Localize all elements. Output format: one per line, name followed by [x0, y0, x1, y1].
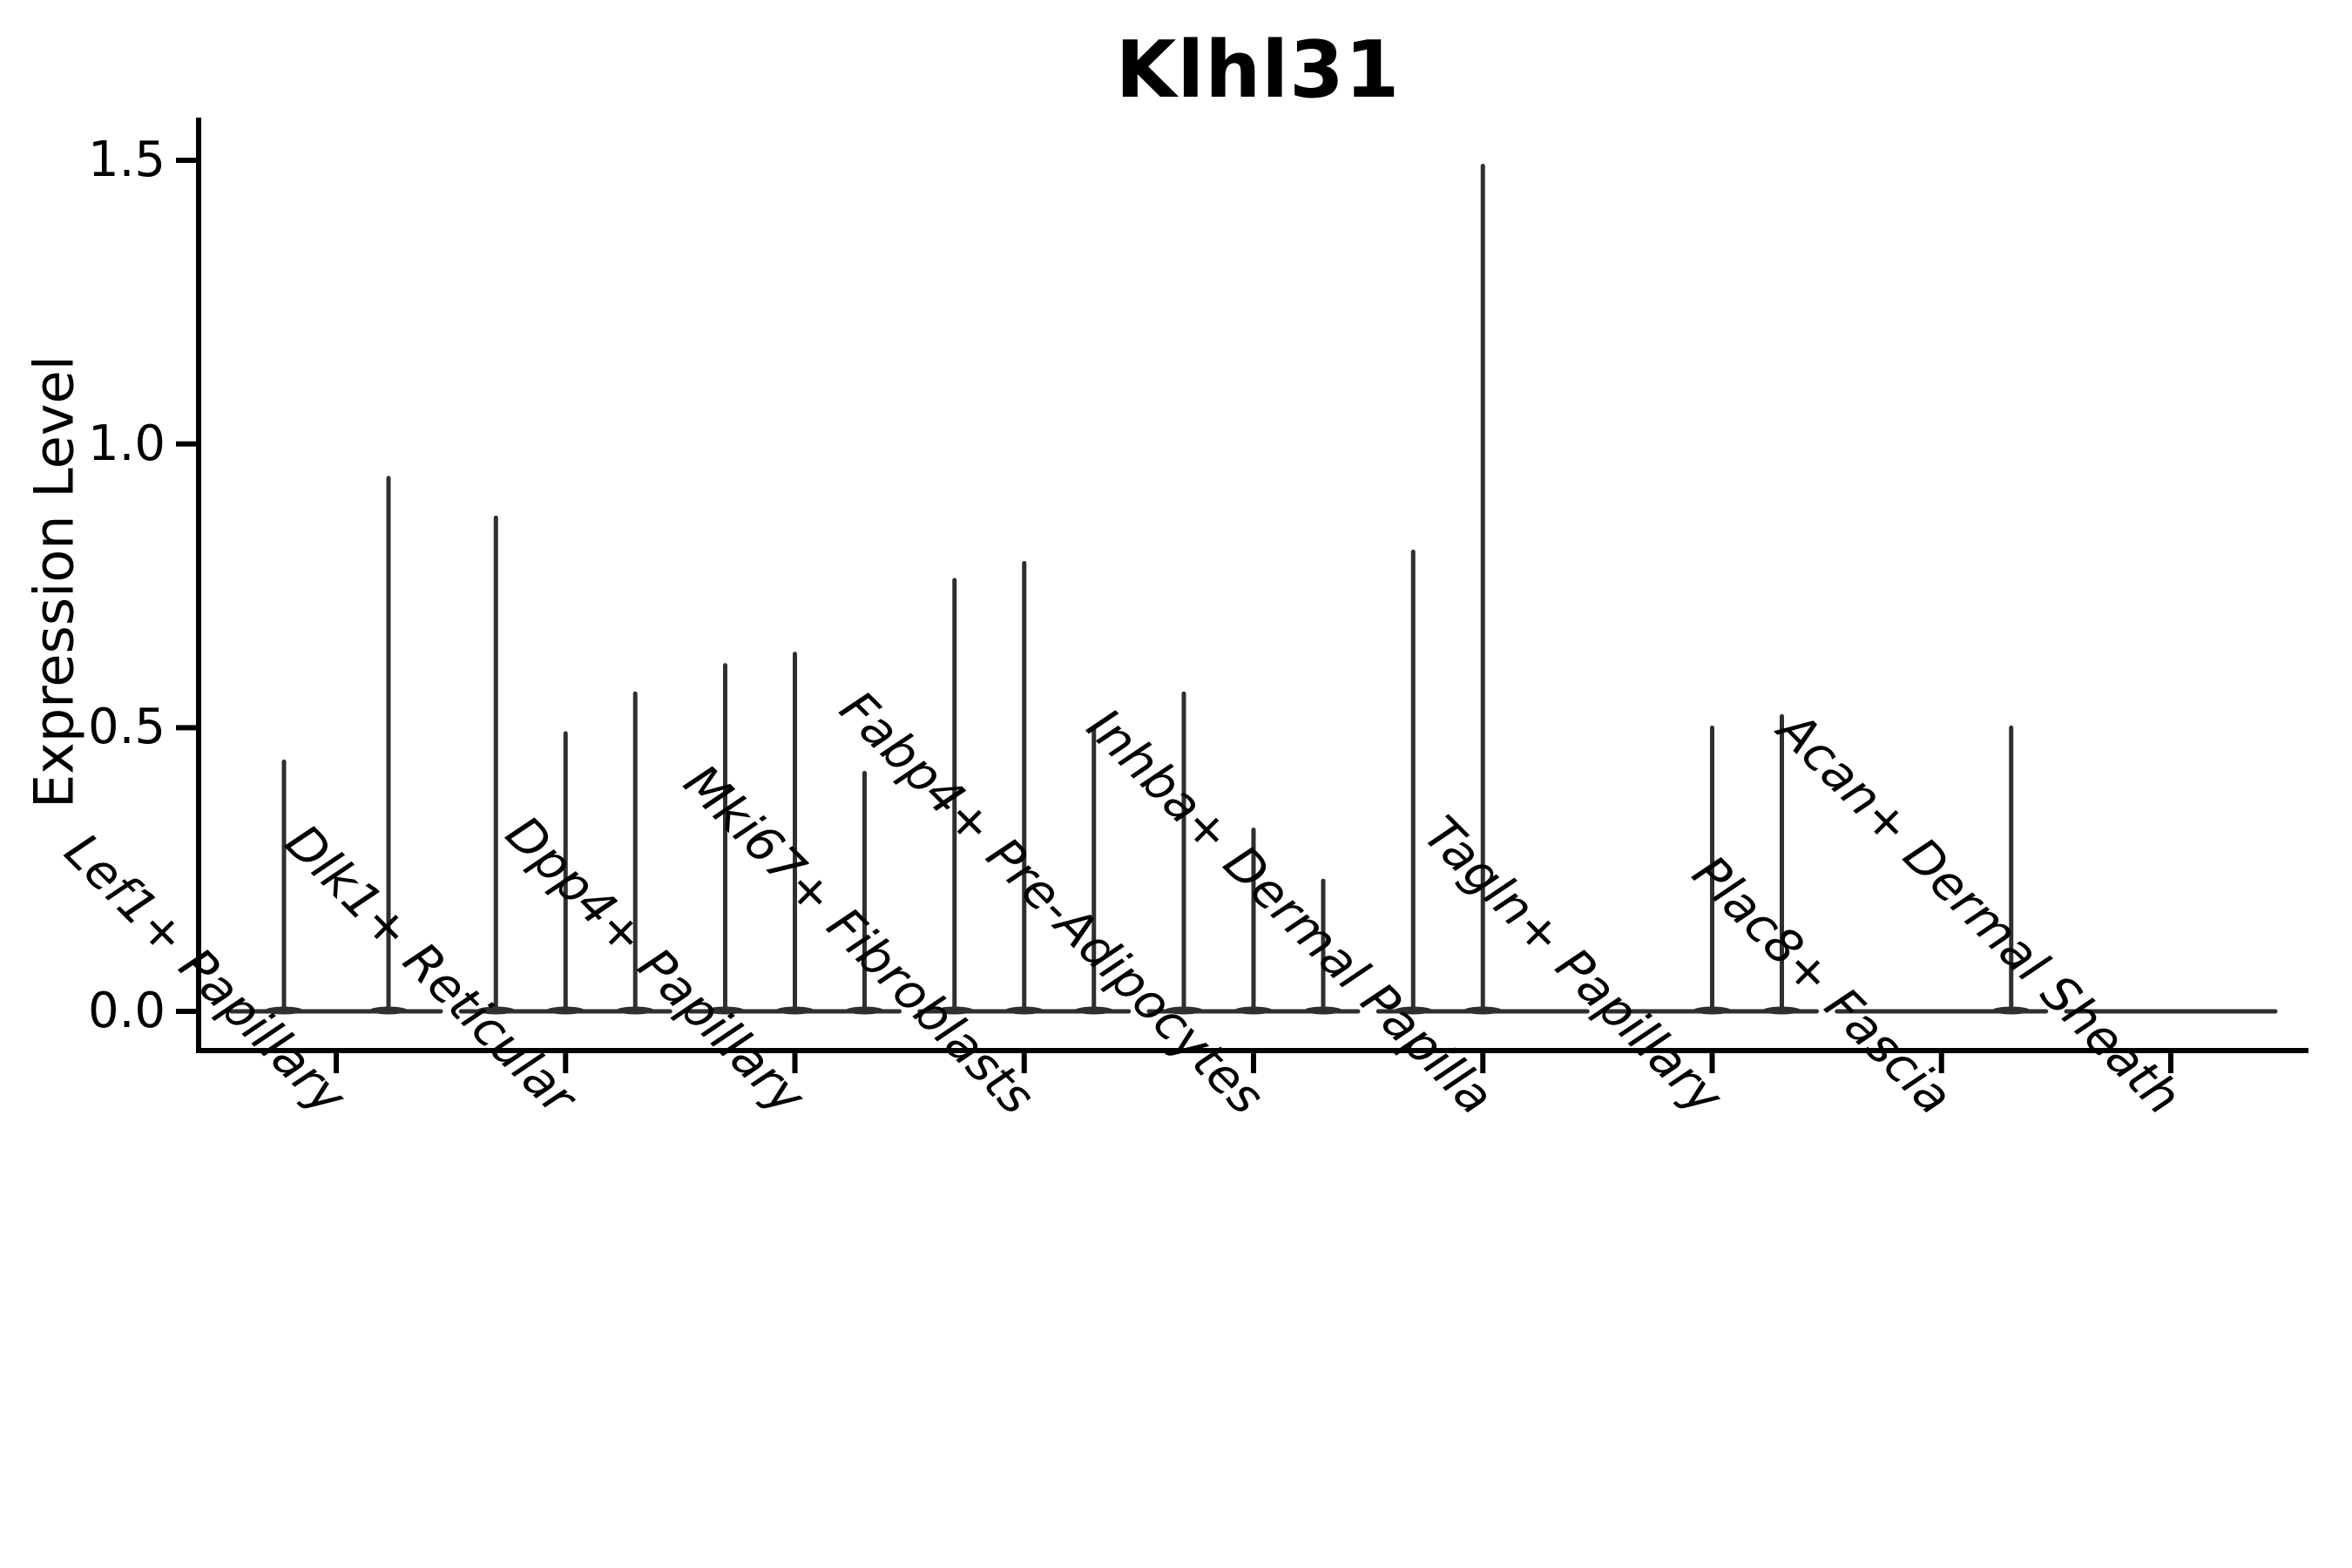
- chart-title: Klhl31: [1115, 24, 1401, 116]
- y-tick-label: 1.0: [87, 415, 166, 472]
- y-tick-label: 0.5: [87, 699, 166, 756]
- y-tick-label: 0.0: [87, 983, 166, 1039]
- y-tick-label: 1.5: [87, 132, 166, 188]
